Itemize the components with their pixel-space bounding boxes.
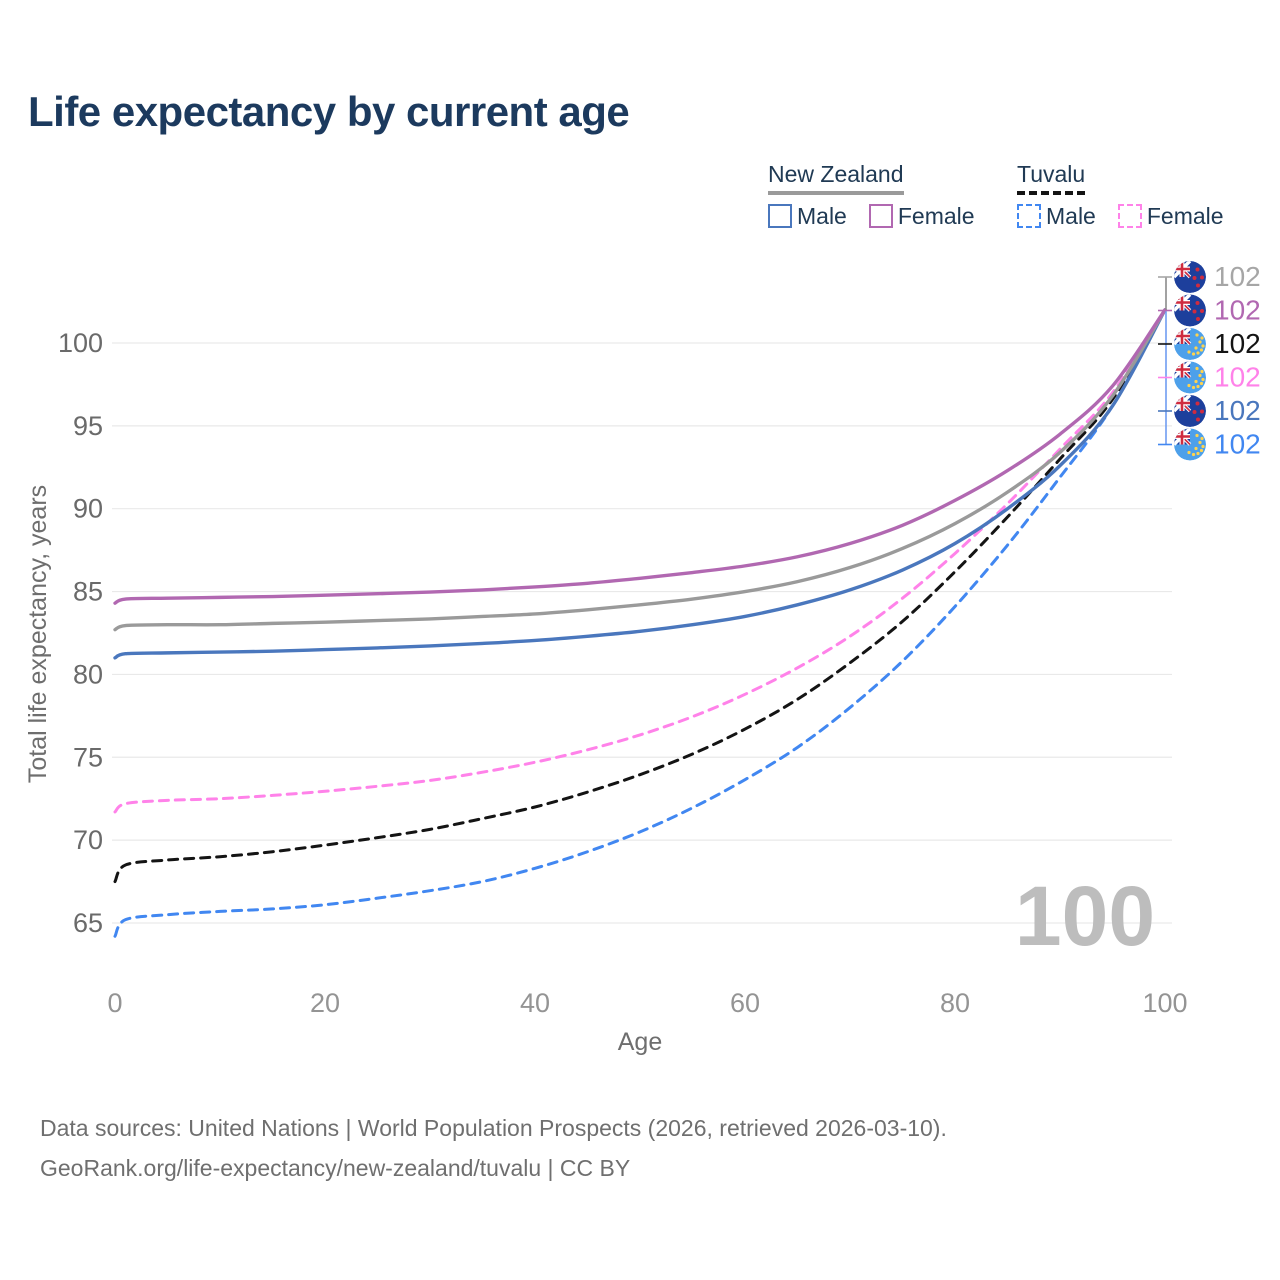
new-zealand-flag-icon — [1174, 395, 1206, 427]
tuvalu-flag-icon — [1174, 328, 1206, 360]
end-value-label-nz-both: 102 — [1214, 261, 1261, 292]
legend-item-nz-male[interactable]: Male — [768, 203, 847, 229]
legend-item-nz-female[interactable]: Female — [868, 203, 975, 229]
x-tick-label: 60 — [730, 988, 760, 1018]
line-tv-both[interactable] — [113, 308, 1167, 884]
new-zealand-flag-icon — [1174, 261, 1206, 293]
y-tick-label: 80 — [73, 659, 103, 689]
end-value-label-tv-both: 102 — [1214, 328, 1261, 359]
line-tv-female[interactable] — [113, 308, 1167, 814]
legend-items-tuvalu: Male Female — [1017, 203, 1224, 229]
line-nz-female[interactable] — [113, 308, 1167, 605]
line-tv-male[interactable] — [113, 308, 1167, 938]
tuvalu-flag-icon — [1174, 428, 1206, 461]
legend-country-new-zealand: New Zealand — [768, 161, 904, 195]
chart-legend: New Zealand Male Female Tuvalu Male — [0, 0, 1280, 250]
new-zealand-flag-icon — [1174, 294, 1206, 327]
end-value-label-tv-female: 102 — [1214, 362, 1261, 393]
legend-item-tv-female[interactable]: Female — [1117, 203, 1224, 229]
y-tick-label: 95 — [73, 411, 103, 441]
y-axis-title: Total life expectancy, years — [24, 485, 52, 783]
data-sources-text: Data sources: United Nations | World Pop… — [40, 1115, 947, 1141]
tuvalu-flag-icon — [1174, 361, 1206, 394]
legend-item-label: Male — [1046, 203, 1096, 229]
y-tick-label: 100 — [58, 328, 103, 358]
x-tick-label: 0 — [107, 988, 122, 1018]
legend-item-label: Female — [1146, 203, 1224, 229]
legend-group-tuvalu: Tuvalu Male Female — [1017, 161, 1224, 229]
end-value-label-nz-male: 102 — [1214, 395, 1261, 426]
watermark-100: 100 — [1015, 869, 1155, 963]
y-tick-label: 65 — [73, 908, 103, 938]
legend-country-tuvalu: Tuvalu — [1017, 161, 1086, 195]
end-value-label-tv-male: 102 — [1214, 429, 1261, 460]
y-tick-label: 90 — [73, 494, 103, 524]
legend-item-tv-male[interactable]: Male — [1017, 203, 1096, 229]
y-tick-label: 85 — [73, 577, 103, 607]
legend-group-new-zealand: New Zealand Male Female — [768, 161, 975, 229]
x-tick-label: 20 — [310, 988, 340, 1018]
nz-female-line-swatch-icon — [868, 204, 893, 228]
y-tick-label: 75 — [73, 742, 103, 772]
line-nz-male[interactable] — [113, 308, 1167, 660]
x-axis-title: Age — [618, 1028, 662, 1056]
legend-item-label: Female — [897, 203, 975, 229]
chart-footer: Data sources: United Nations | World Pop… — [40, 1108, 947, 1188]
tv-male-line-swatch-icon — [1017, 204, 1041, 228]
page-title: Life expectancy by current age — [28, 88, 630, 135]
legend-item-label: Male — [797, 203, 847, 229]
x-tick-label: 100 — [1142, 988, 1187, 1018]
nz-male-line-swatch-icon — [768, 204, 792, 228]
line-nz-both[interactable] — [113, 308, 1167, 632]
legend-items-new-zealand: Male Female — [768, 203, 975, 229]
y-tick-label: 70 — [73, 825, 103, 855]
end-value-label-nz-female: 102 — [1214, 295, 1261, 326]
tv-female-line-swatch-icon — [1117, 204, 1142, 228]
x-tick-label: 40 — [520, 988, 550, 1018]
x-tick-label: 80 — [940, 988, 970, 1018]
attribution-link-text: GeoRank.org/life-expectancy/new-zealand/… — [40, 1155, 631, 1181]
